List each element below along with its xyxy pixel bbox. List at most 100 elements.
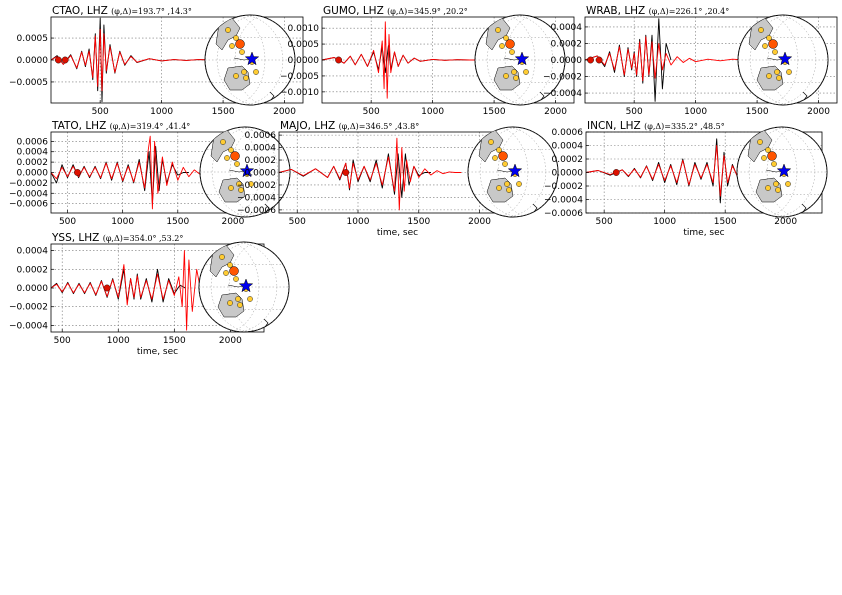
graticule-line	[229, 127, 290, 217]
panel-title-math: (φ,Δ)=319.4° ,41.4°	[110, 122, 191, 131]
station-marker	[495, 27, 501, 33]
y-tick-label: −0.0002	[9, 179, 48, 189]
x-tick-label: 2000	[219, 336, 242, 346]
station-marker	[238, 187, 244, 193]
station-marker	[243, 75, 249, 81]
graticule-line	[228, 242, 289, 332]
x-tick-label: 1000	[111, 217, 134, 227]
y-tick-label: 0.0006	[17, 137, 49, 147]
y-tick-label: 0.0000	[552, 169, 584, 179]
station-marker	[774, 69, 780, 75]
y-tick-label: 0.0002	[551, 39, 583, 49]
window-marker	[61, 56, 69, 64]
y-tick-label: 0.0005	[17, 34, 49, 44]
x-tick-label: 1000	[653, 217, 676, 227]
station-marker	[496, 185, 502, 191]
land-asia	[748, 17, 774, 51]
station-marker	[492, 155, 498, 161]
target-station-marker	[235, 39, 245, 49]
y-tick-label: −0.0002	[543, 73, 582, 83]
station-marker	[762, 43, 768, 49]
land-asia	[478, 129, 504, 163]
station-marker	[761, 155, 767, 161]
station-marker	[234, 161, 240, 167]
trace-area	[51, 17, 224, 103]
station-marker	[776, 75, 782, 81]
synthetic-trace	[279, 137, 462, 211]
land-asia	[747, 129, 773, 163]
station-marker	[758, 27, 764, 33]
station-marker	[233, 73, 239, 79]
station-marker	[253, 69, 259, 75]
station-marker	[237, 302, 243, 308]
station-marker	[785, 181, 791, 187]
x-tick-label: 500	[59, 217, 76, 227]
window-marker	[54, 56, 62, 64]
station-marker	[223, 270, 229, 276]
window-marker	[335, 56, 342, 64]
station-marker	[523, 69, 529, 75]
y-tick-label: 0.0000	[288, 56, 320, 66]
station-marker	[509, 49, 515, 55]
station-marker	[773, 181, 779, 187]
graticule-line	[234, 15, 295, 105]
panel-title: GUMO, LHZ (φ,Δ)=345.9° ,20.2°	[323, 5, 468, 17]
y-tick-label: 0.0004	[17, 148, 49, 158]
x-tick-label: 1500	[212, 107, 235, 117]
window-marker	[103, 284, 111, 292]
y-tick-label: 0.0000	[17, 169, 49, 179]
y-tick-label: −0.0006	[9, 200, 48, 210]
source-star-marker	[244, 51, 260, 66]
x-axis-label: time, sec	[137, 347, 178, 357]
panel-title-math: (φ,Δ)=193.7° ,14.3°	[111, 7, 192, 16]
y-tick-label: −0.0004	[237, 193, 276, 203]
station-marker	[506, 187, 512, 193]
trace-area	[322, 21, 495, 99]
y-tick-label: 0.0000	[17, 56, 49, 66]
station-marker	[241, 69, 247, 75]
x-tick-label: 1000	[107, 336, 130, 346]
land-newzealand	[801, 203, 807, 213]
globe-inset	[737, 14, 829, 106]
y-tick-label: −0.0006	[237, 206, 276, 216]
y-tick-label: −0.0004	[544, 196, 583, 206]
x-tick-label: 1000	[684, 107, 707, 117]
x-tick-label: 2000	[807, 107, 830, 117]
x-tick-label: 500	[92, 107, 109, 117]
synthetic-trace	[51, 28, 224, 92]
window-marker	[595, 56, 603, 64]
panel-yss: YSS, LHZ (φ,Δ)=354.0° ,53.2° 500 1000 1500 2…	[9, 232, 265, 357]
synthetic-trace	[585, 36, 794, 82]
land-asia	[209, 244, 235, 278]
y-tick-label: 0.0000	[551, 56, 583, 66]
x-tick-label: 1500	[407, 217, 430, 227]
panel-title: WRAB, LHZ (φ,Δ)=226.1° ,20.4°	[586, 5, 729, 17]
x-tick-label: 2000	[221, 217, 244, 227]
target-station-marker	[767, 151, 777, 161]
y-tick-label: 0.0002	[552, 155, 584, 165]
panel-tato: TATO, LHZ (φ,Δ)=319.4° ,41.4° 500 1000 1500…	[9, 120, 267, 227]
trace-area	[585, 18, 794, 102]
target-station-marker	[230, 151, 240, 161]
y-tick-label: 0.0000	[17, 284, 49, 294]
globe-inset	[736, 126, 828, 218]
station-marker	[786, 69, 792, 75]
panel-title: YSS, LHZ (φ,Δ)=354.0° ,53.2°	[51, 232, 183, 244]
land-newzealand	[802, 91, 808, 101]
station-marker	[219, 254, 225, 260]
x-tick-label: 500	[289, 217, 306, 227]
x-tick-label: 500	[363, 107, 380, 117]
station-marker	[229, 43, 235, 49]
x-tick-label: 1500	[714, 217, 737, 227]
trace-area	[51, 250, 225, 331]
graticule-line	[504, 15, 565, 105]
y-tick-label: 0.0006	[552, 128, 584, 138]
source-star-marker	[514, 51, 530, 66]
land-asia	[215, 17, 241, 51]
station-marker	[227, 300, 233, 306]
trace-area	[279, 137, 462, 211]
graticule-line	[766, 127, 827, 217]
land-newzealand	[263, 318, 269, 328]
y-tick-label: 0.0004	[245, 144, 277, 154]
